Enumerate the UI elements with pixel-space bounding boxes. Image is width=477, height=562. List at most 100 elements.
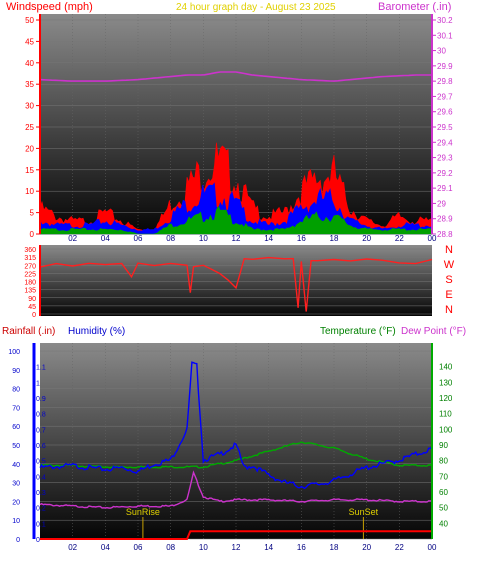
baro-tick-label: 30.2 bbox=[437, 16, 453, 25]
x-tick-label: 12 bbox=[232, 234, 241, 243]
x-tick-label: 22 bbox=[395, 543, 404, 552]
direction-tick-label: 90 bbox=[28, 296, 36, 303]
x-tick-label: 16 bbox=[297, 543, 306, 552]
direction-tick-label: 225 bbox=[24, 271, 36, 278]
x-tick-label: 14 bbox=[264, 543, 273, 552]
rain-tick-label: 0 bbox=[36, 537, 40, 544]
humidity-tick-label: 90 bbox=[12, 368, 20, 375]
baro-tick-label: 29.6 bbox=[437, 108, 453, 117]
humidity-tick-label: 30 bbox=[12, 481, 20, 488]
temp-tick-label: 40 bbox=[439, 519, 448, 528]
baro-tick-label: 29.5 bbox=[437, 123, 453, 132]
rainfall-line bbox=[40, 530, 432, 540]
temp-tick-label: 80 bbox=[439, 457, 448, 466]
x-tick-label: 04 bbox=[101, 543, 110, 552]
humidity-tick-label: 10 bbox=[12, 518, 20, 525]
wind-panel-series bbox=[39, 71, 433, 235]
wind-tick-label: 15 bbox=[25, 166, 34, 175]
humidity-axis-label: Humidity (%) bbox=[68, 326, 125, 337]
direction-line bbox=[39, 256, 433, 312]
x-tick-label: 06 bbox=[134, 543, 143, 552]
sun-marker-label: SunSet bbox=[349, 507, 379, 517]
temp-tick-label: 140 bbox=[439, 363, 453, 372]
rain-tick-label: 1.1 bbox=[36, 365, 46, 372]
x-tick-label: 10 bbox=[199, 234, 208, 243]
baro-tick-label: 30.1 bbox=[437, 31, 453, 40]
x-tick-label: 14 bbox=[264, 234, 273, 243]
direction-tick-label: 315 bbox=[24, 255, 36, 262]
direction-panel-series bbox=[39, 256, 433, 312]
wind-tick-label: 20 bbox=[25, 144, 34, 153]
temp-tick-label: 60 bbox=[439, 488, 448, 497]
wind-tick-label: 0 bbox=[30, 230, 35, 239]
rain-tick-label: 0.9 bbox=[36, 396, 46, 403]
x-tick-label: 04 bbox=[101, 234, 110, 243]
temp-tick-label: 120 bbox=[439, 394, 453, 403]
humidity-tick-label: 0 bbox=[16, 537, 20, 544]
temp-tick-label: 70 bbox=[439, 472, 448, 481]
x-tick-label: 22 bbox=[395, 234, 404, 243]
rain-tick-label: 1 bbox=[36, 380, 40, 387]
wind-tick-label: 45 bbox=[25, 37, 34, 46]
wind-tick-label: 40 bbox=[25, 59, 34, 68]
humidity-line bbox=[39, 361, 433, 490]
x-tick-label: 12 bbox=[232, 543, 241, 552]
humidity-tick-label: 100 bbox=[8, 349, 20, 356]
x-tick-label: 18 bbox=[330, 234, 339, 243]
temp-tick-label: 130 bbox=[439, 378, 453, 387]
rain-tick-label: 0.4 bbox=[36, 474, 46, 481]
baro-tick-label: 29.7 bbox=[437, 92, 453, 101]
x-tick-label: 06 bbox=[134, 234, 143, 243]
temperature-axis-label: Temperature (°F) bbox=[320, 326, 396, 337]
compass-label: S bbox=[445, 274, 452, 286]
direction-tick-label: 360 bbox=[24, 247, 36, 254]
rain-tick-label: 0.6 bbox=[36, 443, 46, 450]
wind-low-band bbox=[39, 205, 433, 235]
temperature-line bbox=[39, 441, 433, 469]
baro-tick-label: 29.3 bbox=[437, 154, 453, 163]
temp-tick-label: 110 bbox=[439, 410, 452, 419]
baro-tick-label: 29.8 bbox=[437, 77, 453, 86]
baro-tick-label: 29 bbox=[437, 199, 446, 208]
humidity-tick-label: 70 bbox=[12, 405, 20, 412]
wind-tick-label: 35 bbox=[25, 80, 34, 89]
rain-tick-label: 0.1 bbox=[36, 521, 46, 528]
compass-label: N bbox=[445, 244, 453, 256]
rain-tick-label: 0.8 bbox=[36, 412, 46, 419]
wind-tick-label: 10 bbox=[25, 187, 34, 196]
compass-label: E bbox=[445, 289, 452, 301]
x-tick-label: 00 bbox=[428, 543, 437, 552]
x-tick-label: 08 bbox=[166, 543, 175, 552]
temp-tick-label: 90 bbox=[439, 441, 448, 450]
climate-panel bbox=[40, 343, 432, 539]
baro-tick-label: 29.9 bbox=[437, 62, 453, 71]
climate-panel-grid bbox=[40, 343, 433, 540]
rain-tick-label: 0.3 bbox=[36, 490, 46, 497]
x-tick-label: 08 bbox=[166, 234, 175, 243]
wind-tick-label: 50 bbox=[25, 16, 34, 25]
direction-tick-label: 45 bbox=[28, 304, 36, 311]
climate-panel-series: SunRise SunSet bbox=[39, 361, 433, 540]
humidity-tick-label: 50 bbox=[12, 443, 20, 450]
direction-tick-label: 135 bbox=[24, 288, 36, 295]
temp-tick-label: 100 bbox=[439, 425, 453, 434]
direction-tick-label: 0 bbox=[32, 312, 36, 319]
x-tick-label: 00 bbox=[428, 234, 437, 243]
rain-axis-label: Rainfall (.in) bbox=[2, 326, 55, 337]
baro-tick-label: 28.9 bbox=[437, 215, 453, 224]
wind-panel-axes: 0 5 10 15 20 25 30 35 40 45 50 28.8 28.9 29 29.1 29.2 29… bbox=[25, 14, 453, 243]
x-tick-label: 16 bbox=[297, 234, 306, 243]
wind-tick-label: 5 bbox=[30, 209, 35, 218]
x-tick-label: 20 bbox=[362, 543, 371, 552]
baro-tick-label: 29.4 bbox=[437, 138, 453, 147]
chart-title: 24 hour graph day - August 23 2025 bbox=[176, 2, 336, 13]
rain-tick-label: 0.2 bbox=[36, 506, 46, 513]
dewpoint-line bbox=[39, 470, 433, 509]
rain-tick-label: 0.5 bbox=[36, 459, 46, 466]
wind-tick-label: 25 bbox=[25, 123, 34, 132]
climate-panel-axes: 010203040506070809010000.10.20.30.40.50.… bbox=[8, 343, 453, 552]
compass-label: W bbox=[444, 259, 455, 271]
x-tick-label: 10 bbox=[199, 543, 208, 552]
